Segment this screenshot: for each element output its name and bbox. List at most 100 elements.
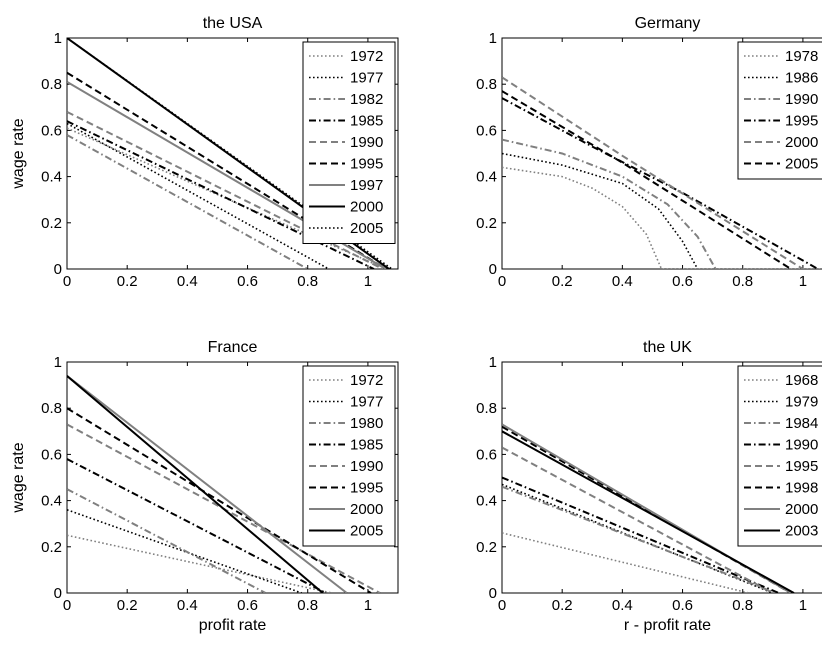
legend-label: 1986: [785, 70, 818, 87]
legend-label: 1995: [785, 113, 818, 130]
y-tick-label: 0.2: [41, 215, 62, 232]
x-tick-label: 0: [498, 597, 506, 614]
y-tick-label: 0.6: [476, 446, 497, 463]
series-line-1990: [67, 111, 384, 269]
series-line-2005: [67, 375, 324, 593]
legend-box: [302, 41, 396, 244]
chart-title: France: [208, 339, 258, 356]
chart-panel-3: 0 0.2 0.4 0.6 0.8 1 0 0.2 0.4 0.6 0.8 1 the UK r - pr…: [476, 339, 822, 634]
series-line-1984: [502, 485, 777, 593]
x-tick-label: 0.4: [612, 273, 633, 290]
legend-label: 2000: [785, 134, 818, 151]
x-tick-label: 0.4: [612, 597, 633, 614]
series-line-2000: [502, 76, 804, 269]
x-axis-label: r - profit rate: [624, 617, 711, 634]
y-tick-label: 1: [489, 354, 497, 371]
chart-title: the USA: [203, 15, 263, 32]
series-line-1978: [502, 166, 822, 269]
legend-box: [302, 365, 396, 547]
chart-panel-1: 0 0.2 0.4 0.6 0.8 100.20.40.60.81Germany19781…: [476, 15, 822, 290]
y-tick-label: 0.4: [41, 169, 62, 186]
legend: 1978 1986 1990 1995 2000 2005: [737, 41, 822, 180]
chart-panel-2: 0 0.2 0.4 0.6 0.8 1 0 0.2 0.4 0.6 0.8 1 France profit…: [10, 339, 399, 634]
y-tick-label: 0.4: [41, 493, 62, 510]
x-tick-label: 1: [364, 273, 372, 290]
x-tick-label: 1: [364, 597, 372, 614]
legend-label: 2003: [785, 523, 818, 540]
y-tick-label: 0: [489, 261, 497, 278]
x-tick-label: 0.4: [177, 273, 198, 290]
legend-label: 2005: [350, 523, 383, 540]
x-tick-label: 0.6: [672, 597, 693, 614]
y-axis-label: wage rate: [10, 118, 27, 189]
series-line-1972: [67, 534, 332, 593]
legend-label: 1990: [350, 134, 383, 151]
legend: 1968 1979 1984 1990 1995 1998 2000 2003: [737, 365, 822, 547]
y-tick-label: 1: [54, 354, 62, 371]
y-tick-label: 0.2: [41, 539, 62, 556]
y-tick-label: 0.8: [41, 76, 62, 93]
legend-label: 1997: [350, 177, 383, 194]
x-axis-label: profit rate: [199, 617, 267, 634]
y-tick-label: 0.4: [476, 493, 497, 510]
legend-label: 1995: [350, 480, 383, 497]
series-line-1995: [502, 97, 819, 269]
x-tick-label: 1: [799, 273, 807, 290]
legend-label: 1998: [785, 480, 818, 497]
legend-box: [737, 365, 822, 547]
y-tick-label: 0.6: [476, 122, 497, 139]
y-tick-label: 0.2: [476, 539, 497, 556]
series-line-2003: [502, 430, 795, 593]
y-tick-label: 0: [54, 585, 62, 602]
legend-label: 1985: [350, 437, 383, 454]
chart-panel-0: 0 0.2 0.4 0.6 0.8 1 0 0.2 0.4 0.6 0.8 1 the USA wage …: [10, 15, 399, 290]
legend: 1972 1977 1982 1985 1990 1995 1997 2000 2005: [302, 41, 396, 244]
y-tick-label: 0.4: [476, 169, 497, 186]
series-line-1990: [502, 476, 780, 593]
legend-label: 1985: [350, 113, 383, 130]
x-tick-label: 0: [63, 273, 71, 290]
legend-label: 1995: [350, 156, 383, 173]
x-tick-label: 1: [799, 597, 807, 614]
chart-title: Germany: [635, 15, 701, 32]
x-tick-label: 0.6: [237, 273, 258, 290]
y-tick-label: 0.2: [476, 215, 497, 232]
x-tick-label: 0.8: [732, 597, 753, 614]
series-line-2005: [502, 90, 792, 269]
legend-label: 1995: [785, 458, 818, 475]
legend-label: 1972: [350, 48, 383, 65]
y-tick-label: 0: [54, 261, 62, 278]
legend-label: 1972: [350, 372, 383, 389]
legend-label: 1968: [785, 372, 818, 389]
series-line-1979: [502, 483, 774, 593]
series-line-1982: [67, 134, 309, 269]
legend-label: 2005: [350, 220, 383, 237]
legend-label: 1982: [350, 91, 383, 108]
x-tick-label: 0.6: [672, 273, 693, 290]
y-tick-label: 1: [54, 30, 62, 47]
legend-label: 1978: [785, 48, 818, 65]
y-tick-label: 0: [489, 585, 497, 602]
y-tick-label: 0.6: [41, 122, 62, 139]
legend-label: 1979: [785, 394, 818, 411]
legend-label: 2000: [350, 199, 383, 216]
series-line-1985: [67, 458, 327, 593]
x-tick-label: 0.4: [177, 597, 198, 614]
series-line-1995: [502, 446, 774, 593]
y-tick-label: 0.8: [476, 400, 497, 417]
chart-title: the UK: [643, 339, 692, 356]
legend-label: 1977: [350, 70, 383, 87]
x-tick-label: 0.6: [237, 597, 258, 614]
series-line-1995: [67, 407, 372, 593]
legend-label: 2000: [350, 501, 383, 518]
series-line-1977: [67, 122, 330, 269]
y-tick-label: 0.8: [476, 76, 497, 93]
x-tick-label: 0.8: [732, 273, 753, 290]
legend: 1972 1977 1980 1985 1990 1995 2000 2005: [302, 365, 396, 547]
legend-label: 1980: [350, 415, 383, 432]
x-tick-label: 0.2: [117, 273, 138, 290]
legend-box: [737, 41, 822, 180]
x-tick-label: 0.2: [552, 597, 573, 614]
